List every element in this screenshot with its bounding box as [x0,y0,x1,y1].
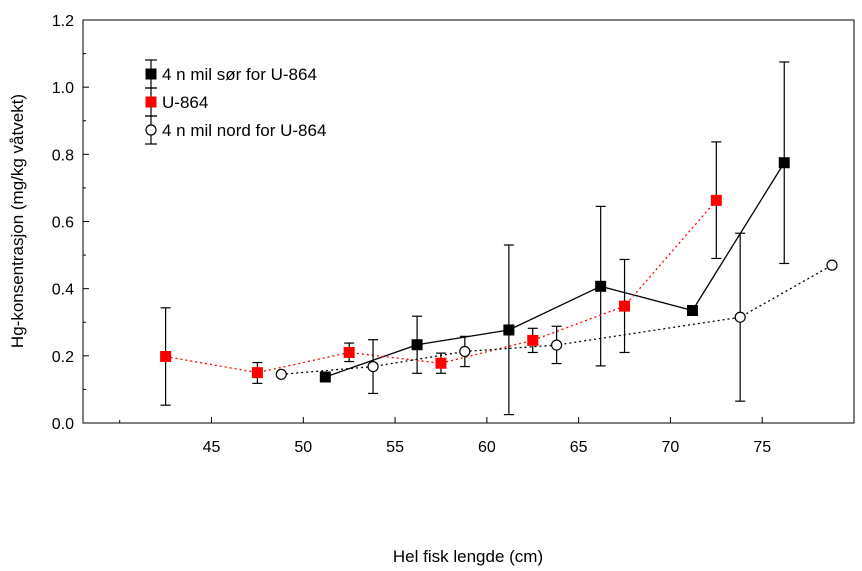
y-tick-label: 0.8 [52,147,74,164]
series-line [281,264,833,375]
legend-item: 4 n mil sør for U-864 [145,59,317,89]
y-tick-label: 0.0 [52,416,74,433]
data-point [595,280,607,292]
y-tick-label: 0.2 [52,349,74,366]
data-point [686,304,698,316]
y-tick-label: 1.0 [52,80,74,97]
data-point [826,259,838,271]
data-point [459,345,471,358]
series-line [165,199,717,374]
data-point [435,357,447,369]
series-0 [319,61,790,416]
legend: 4 n mil sør for U-864 U-864 4 n mil nord f… [145,59,326,145]
data-point [411,339,423,351]
data-point [275,368,287,380]
series-2 [275,232,838,402]
x-tick-label: 50 [294,439,312,456]
data-point [551,339,563,351]
data-point [778,157,790,169]
legend-label: 4 n mil sør for U-864 [162,65,317,84]
y-tick-label: 1.2 [52,13,74,30]
legend-item: U-864 [145,87,208,117]
data-point [619,300,631,312]
data-point [343,346,355,358]
x-tick-label: 65 [570,439,588,456]
data-point [367,360,379,373]
data-point [734,311,746,323]
y-axis: 0.0 0.2 0.4 0.6 0.8 1.0 1.2 [52,13,89,433]
data-point [527,334,539,346]
legend-label: U-864 [162,93,208,112]
series-line [325,162,785,378]
y-tick-label: 0.6 [52,215,74,232]
y-axis-title: Hg-konsentrasjon (mg/kg våtvekt) [8,94,27,348]
series-1 [160,141,722,406]
data-point [251,367,263,379]
legend-label: 4 n mil nord for U-864 [162,121,326,140]
data-point [503,324,515,336]
data-point [710,194,722,206]
x-tick-label: 55 [386,439,404,456]
x-axis-title: Hel fisk lengde (cm) [393,547,543,566]
x-tick-label: 45 [203,439,221,456]
legend-marker [145,124,157,136]
y-tick-label: 0.4 [52,282,74,299]
x-tick-label: 60 [478,439,496,456]
x-axis: 45 50 55 60 65 70 75 [119,417,855,456]
legend-marker [145,96,157,108]
legend-marker [145,68,157,80]
legend-item: 4 n mil nord for U-864 [145,115,326,145]
series-layer [160,61,838,416]
x-tick-label: 75 [753,439,771,456]
data-point [319,371,331,383]
data-point [160,351,172,363]
x-tick-label: 70 [662,439,680,456]
